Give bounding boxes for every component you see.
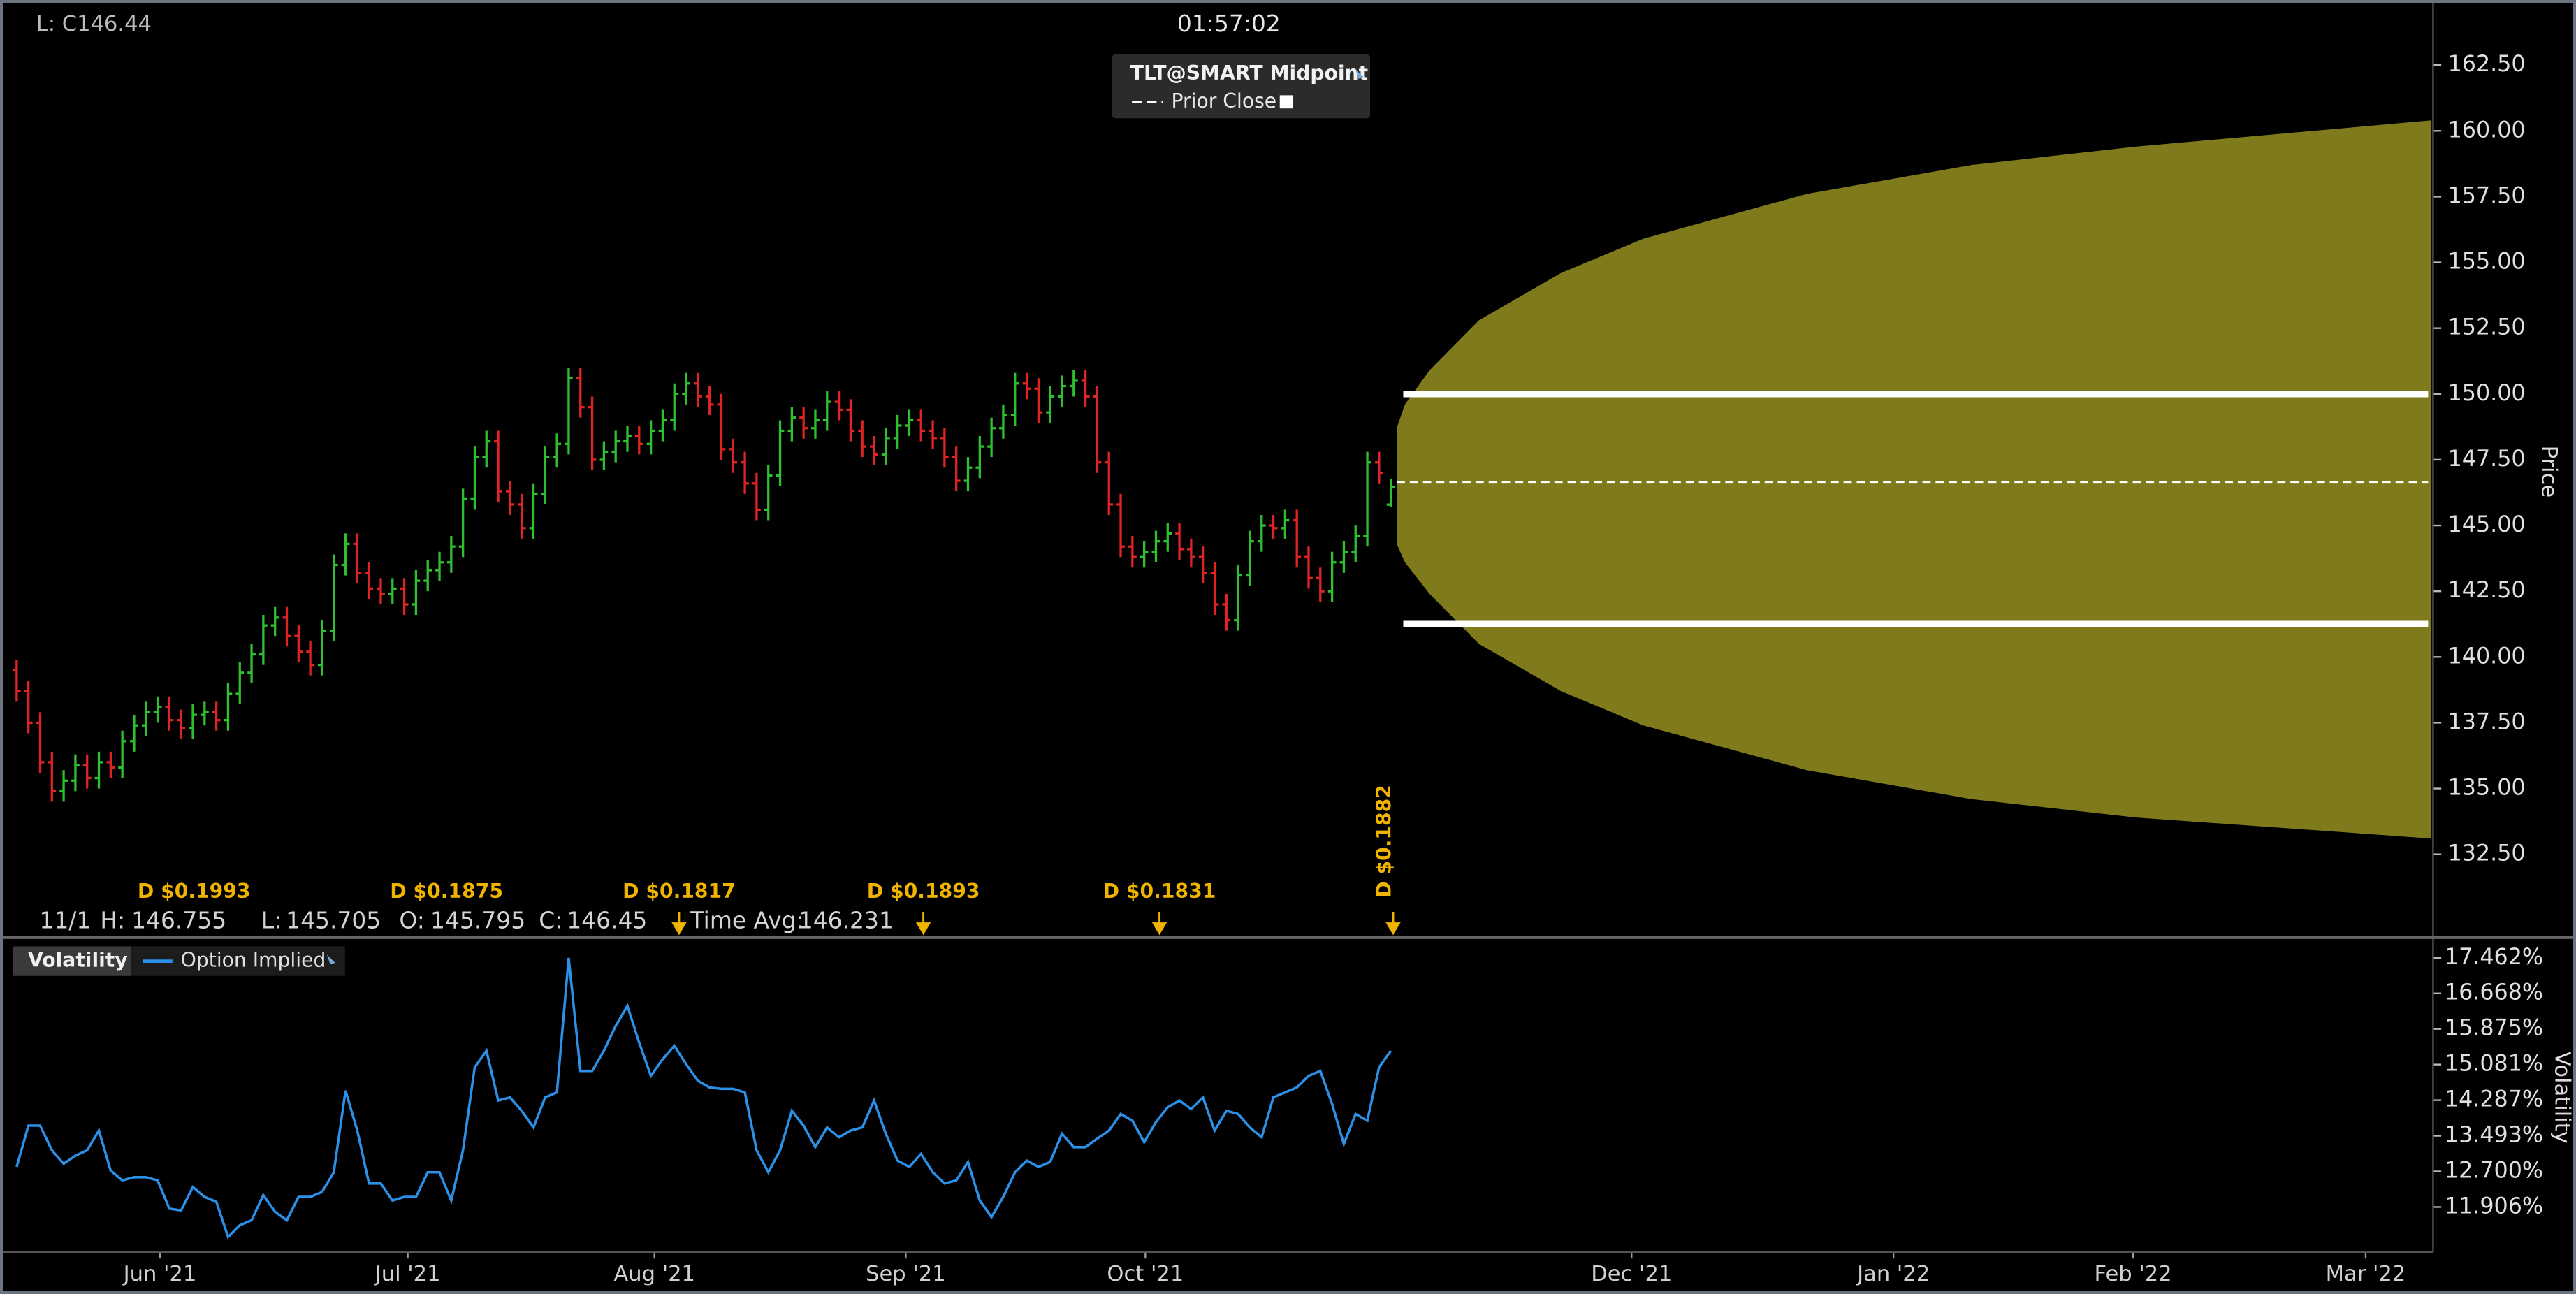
x-tick-label: Aug '21: [613, 1262, 695, 1286]
dividend-label: D $0.1831: [1103, 880, 1216, 903]
legend-icon: [1355, 68, 1364, 79]
y-tick-label: 132.50: [2448, 841, 2526, 866]
dividend-label: D $0.1893: [867, 880, 980, 903]
dividend-arrow: [915, 912, 931, 936]
legend-prior-close: Prior Close: [1172, 89, 1277, 112]
legend-box: [13, 946, 132, 976]
status-item: 11/1: [39, 907, 91, 934]
status-item: H:: [100, 907, 125, 934]
x-tick-label: Jul '21: [374, 1262, 441, 1286]
x-tick-label: Mar '22: [2326, 1262, 2406, 1286]
dividend-arrow: [671, 912, 687, 936]
status-item: O:: [399, 907, 424, 934]
y-tick-label: 17.462%: [2445, 945, 2543, 970]
status-item: L:: [261, 907, 282, 934]
status-item: 146.231: [799, 907, 894, 934]
y-tick-label: 11.906%: [2445, 1193, 2543, 1219]
x-tick-label: Jan '22: [1856, 1262, 1930, 1286]
y-tick-label: 150.00: [2448, 381, 2526, 406]
x-tick-label: Feb '22: [2095, 1262, 2172, 1286]
last-price: L: C146.44: [36, 12, 152, 36]
dividend-label: D $0.1882: [1372, 785, 1395, 898]
x-tick-label: Jun '21: [122, 1262, 197, 1286]
volatility-line: [15, 957, 1392, 1240]
legend-series: Option Implied: [181, 949, 326, 972]
volatility-cone: [1397, 120, 2432, 839]
y-tick-label: 152.50: [2448, 315, 2526, 340]
y-tick-label: 140.00: [2448, 644, 2526, 669]
y-tick-label: 16.668%: [2445, 980, 2543, 1005]
plot-layer: D $0.1993 D $0.1875 D $0.1817 D $0.1893 D $0…: [12, 52, 2543, 1286]
dividend-label: D $0.1875: [390, 880, 503, 903]
status-item: 146.755: [131, 907, 226, 934]
dividend-arrow: [1151, 912, 1167, 936]
x-tick-label: Oct '21: [1107, 1262, 1184, 1286]
status-item: 145.795: [430, 907, 525, 934]
x-tick-label: Sep '21: [866, 1262, 946, 1286]
volatility-legend[interactable]: Volatility Option Implied: [13, 946, 345, 976]
status-backdrop: [29, 906, 671, 935]
clock: 01:57:02: [1177, 10, 1281, 37]
status-item: 146.45: [567, 907, 647, 934]
y-tick-label: 147.50: [2448, 446, 2526, 472]
legend-title: Volatility: [28, 949, 128, 972]
x-tick-label: Dec '21: [1591, 1262, 1672, 1286]
y-tick-label: 160.00: [2448, 117, 2526, 143]
dividend-label: D $0.1817: [623, 880, 736, 903]
y-tick-label: 15.875%: [2445, 1016, 2543, 1041]
status-item: 145.705: [286, 907, 381, 934]
y-axis-label: Price: [2537, 446, 2561, 498]
y-tick-label: 135.00: [2448, 776, 2526, 801]
y-tick-label: 157.50: [2448, 183, 2526, 208]
dividend-label: D $0.1993: [138, 880, 251, 903]
legend-swatch: [1279, 95, 1293, 109]
legend-title: TLT@SMART Midpoint: [1130, 61, 1368, 85]
y-tick-label: 137.50: [2448, 709, 2526, 734]
y-tick-label: 142.50: [2448, 578, 2526, 603]
dividend-arrow: [1385, 912, 1401, 936]
y-tick-label: 12.700%: [2445, 1158, 2543, 1183]
status-item: C:: [539, 907, 562, 934]
price-legend[interactable]: TLT@SMART Midpoint Prior Close: [1112, 54, 1371, 119]
y-tick-label: 155.00: [2448, 249, 2526, 275]
y-tick-label: 162.50: [2448, 52, 2526, 77]
y-tick-label: 145.00: [2448, 512, 2526, 537]
legend-box: [1112, 54, 1371, 119]
y-tick-label: 13.493%: [2445, 1123, 2543, 1148]
y-tick-label: 14.287%: [2445, 1087, 2543, 1112]
status-item: Time Avg:: [690, 907, 804, 934]
legend-icon: [326, 954, 335, 965]
y2-axis-label: Volatility: [2549, 1052, 2574, 1144]
y-tick-label: 15.081%: [2445, 1052, 2543, 1077]
